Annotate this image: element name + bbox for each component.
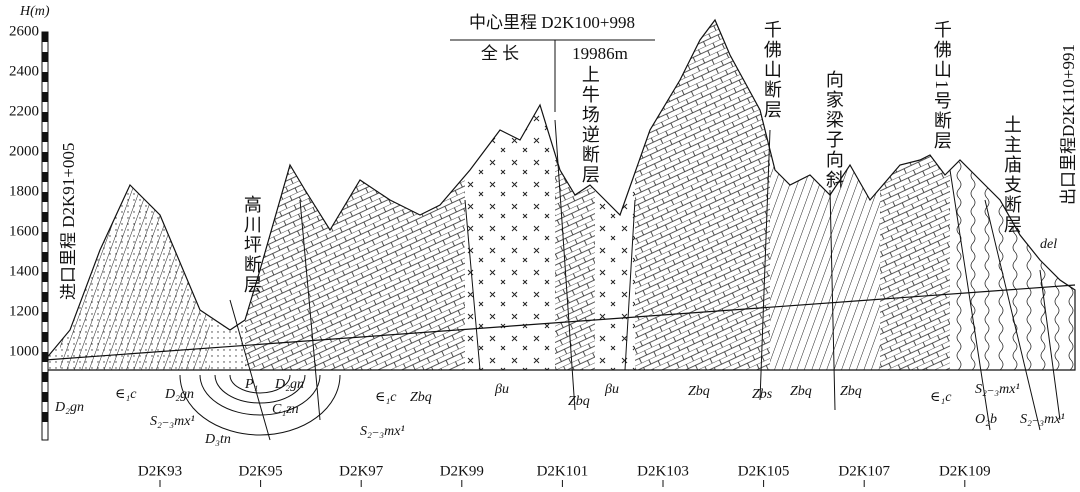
bar-segment xyxy=(42,92,48,102)
bar-segment xyxy=(42,72,48,82)
stratum-label: S₂₋₃mx¹ xyxy=(975,382,1020,397)
bar-segment xyxy=(42,252,48,262)
bar-segment xyxy=(42,352,48,362)
stratum-label: ∈₁c xyxy=(115,387,137,402)
stratum-label: ∈₁c xyxy=(375,390,397,405)
bar-segment xyxy=(42,232,48,242)
bar-segment xyxy=(42,112,48,122)
x-tick-label: D2K109 xyxy=(939,463,991,479)
fault-label: 千佛山1号断层 xyxy=(932,20,952,151)
bar-segment xyxy=(42,332,48,342)
stratum-label: D₂gn xyxy=(54,400,84,415)
x-tick-label: D2K99 xyxy=(440,463,484,479)
x-tick-label: D2K103 xyxy=(637,463,689,479)
x-tick-label: D2K101 xyxy=(537,463,589,479)
x-tick-label: D2K93 xyxy=(138,463,182,479)
y-tick-label: 2400 xyxy=(9,63,39,79)
stratum-label: Zbs xyxy=(752,387,773,402)
length-value: 19986m xyxy=(572,44,628,63)
bar-segment xyxy=(42,172,48,182)
stratum-label: ∈₁c xyxy=(930,390,952,405)
y-tick-label: 1600 xyxy=(9,223,39,239)
y-tick-label: 2000 xyxy=(9,143,39,159)
stratum-label: S₂₋₃mx¹ xyxy=(1020,412,1065,427)
bar-segment xyxy=(42,412,48,422)
stratum-label: βu xyxy=(604,382,619,397)
bar-segment xyxy=(42,372,48,382)
stratum-label: βu xyxy=(494,382,509,397)
stratum-label: C₁zn xyxy=(272,402,299,417)
stratum-label: D₂gn xyxy=(274,377,304,392)
fault-label: 上牛场逆断层 xyxy=(580,65,600,185)
y-tick-label: 1400 xyxy=(9,263,39,279)
bar-segment xyxy=(42,132,48,142)
stratum-label: S₂₋₃mx¹ xyxy=(360,424,405,439)
stratum-label: D₃tn xyxy=(204,432,231,447)
y-axis-bar xyxy=(41,31,49,441)
center-title: 中心里程 D2K100+998 xyxy=(469,13,635,32)
stratum-label: D₂gn xyxy=(164,387,194,402)
fault-label: 向家梁子向斜 xyxy=(824,70,844,190)
stratum-label: Zbq xyxy=(410,390,432,405)
stratum-label: O₂b xyxy=(975,412,997,427)
bar-segment xyxy=(42,272,48,282)
stratum-label: Zbq xyxy=(840,384,862,399)
y-tick-label: 2200 xyxy=(9,103,39,119)
entrance: 进口里程 D2K91+005 xyxy=(59,143,78,300)
stratum-label: P₁ xyxy=(244,377,258,392)
bar-segment xyxy=(42,32,48,42)
x-tick-label: D2K95 xyxy=(239,463,283,479)
bar-segment xyxy=(42,312,48,322)
length-label: 全 长 xyxy=(481,44,519,63)
bar-segment xyxy=(42,392,48,402)
axis-label: H(m) xyxy=(19,4,50,19)
bar-segment xyxy=(42,292,48,302)
stratum-label: Zbq xyxy=(688,384,710,399)
bar-segment xyxy=(42,192,48,202)
x-tick-label: D2K97 xyxy=(339,463,384,479)
fault-lines xyxy=(179,119,1061,441)
bar-segment xyxy=(42,152,48,162)
fault-label: 千佛山断层 xyxy=(762,20,782,120)
fault-label: 高川坪断层 xyxy=(242,195,262,295)
exit: 出口里程D2K110+991 xyxy=(1059,44,1078,205)
x-tick-label: D2K105 xyxy=(738,463,790,479)
stratum-label: Zbq xyxy=(790,384,812,399)
stratum-label: del xyxy=(1040,237,1057,252)
bar-segment xyxy=(42,52,48,62)
stratum-label: S₂₋₃mx¹ xyxy=(150,414,195,429)
bar-segment xyxy=(42,212,48,222)
y-tick-label: 2600 xyxy=(9,23,39,39)
stratum-label: Zbq xyxy=(568,394,590,409)
y-tick-label: 1200 xyxy=(9,303,39,319)
tunnel-line xyxy=(44,284,1076,361)
y-tick-label: 1000 xyxy=(9,343,39,359)
x-tick-label: D2K107 xyxy=(838,463,890,479)
y-tick-label: 1800 xyxy=(9,183,39,199)
fault-label: 土主庙支断层 xyxy=(1002,115,1022,235)
